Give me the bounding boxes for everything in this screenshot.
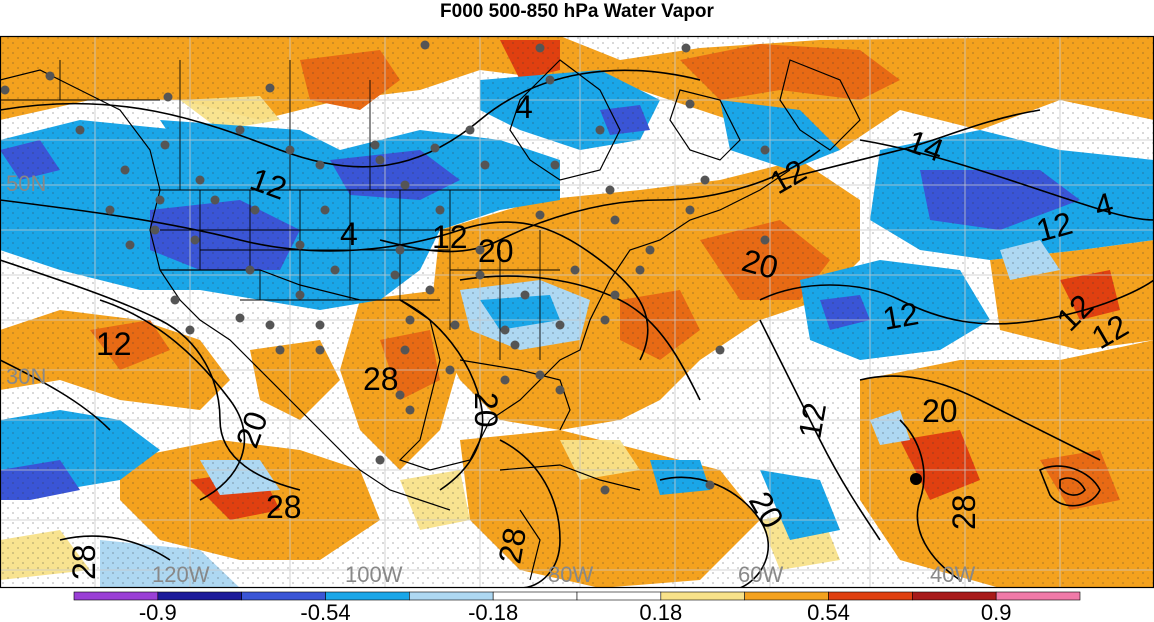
colorbar-swatch bbox=[995, 591, 1081, 601]
colorbar-swatch bbox=[241, 591, 326, 601]
colorbar: -0.9 -0.54 -0.18 0.18 0.54 0.9 bbox=[73, 591, 1081, 622]
lon-label-120w: 120W bbox=[152, 562, 210, 587]
lon-label-60w: 60W bbox=[738, 562, 783, 587]
water-vapor-contours bbox=[0, 69, 1154, 588]
contour-label: 4 bbox=[515, 89, 533, 125]
colorbar-tick-label: -0.9 bbox=[139, 600, 177, 622]
colorbar-swatch bbox=[73, 591, 159, 601]
contour-label: 28 bbox=[491, 525, 533, 566]
colorbar-swatch bbox=[325, 591, 410, 601]
lat-label-30n: 30N bbox=[6, 364, 46, 389]
colorbar-tick-label: -0.18 bbox=[468, 600, 518, 622]
station-markers bbox=[0, 40, 770, 495]
lat-label-50n: 50N bbox=[6, 171, 46, 196]
colorbar-swatch bbox=[157, 591, 242, 601]
map-title: F000 500-850 hPa Water Vapor bbox=[440, 1, 714, 22]
colorbar-tick-label: 0.18 bbox=[639, 600, 682, 622]
lon-label-80w: 80W bbox=[548, 562, 593, 587]
map-field: 4 12 12 4 12 20 20 12 12 4 12 12 28 20 2… bbox=[0, 36, 1154, 588]
contour-label: 28 bbox=[363, 361, 399, 397]
colorbar-swatch bbox=[828, 591, 913, 601]
colorbar-tick-label: 0.9 bbox=[981, 600, 1012, 622]
colorbar-swatch bbox=[576, 591, 662, 601]
lon-label-100w: 100W bbox=[345, 562, 403, 587]
contour-label: 4 bbox=[340, 216, 358, 252]
contour-label: 12 bbox=[791, 400, 833, 441]
colorbar-tick-label: 0.54 bbox=[807, 600, 850, 622]
contour-label: 20 bbox=[468, 392, 504, 428]
colorbar-swatch bbox=[492, 591, 578, 601]
political-borders bbox=[0, 60, 560, 360]
contour-label: 28 bbox=[946, 494, 982, 530]
colorbar-swatch bbox=[912, 591, 997, 601]
highlight-station-marker bbox=[910, 473, 922, 485]
contour-label: 20 bbox=[922, 393, 958, 429]
lon-label-40w: 40W bbox=[930, 562, 975, 587]
graticule bbox=[0, 36, 1154, 588]
colorbar-tick-label: -0.54 bbox=[300, 600, 350, 622]
contour-label: 28 bbox=[66, 544, 102, 580]
contour-label: 28 bbox=[266, 489, 302, 525]
colorbar-swatch bbox=[744, 591, 829, 601]
colorbar-swatch bbox=[660, 591, 745, 601]
contour-label: 20 bbox=[478, 233, 514, 269]
contour-label: 12 bbox=[96, 326, 132, 362]
contour-label: 12 bbox=[880, 295, 921, 337]
contour-label: 12 bbox=[432, 219, 468, 255]
colorbar-swatch bbox=[409, 591, 494, 601]
